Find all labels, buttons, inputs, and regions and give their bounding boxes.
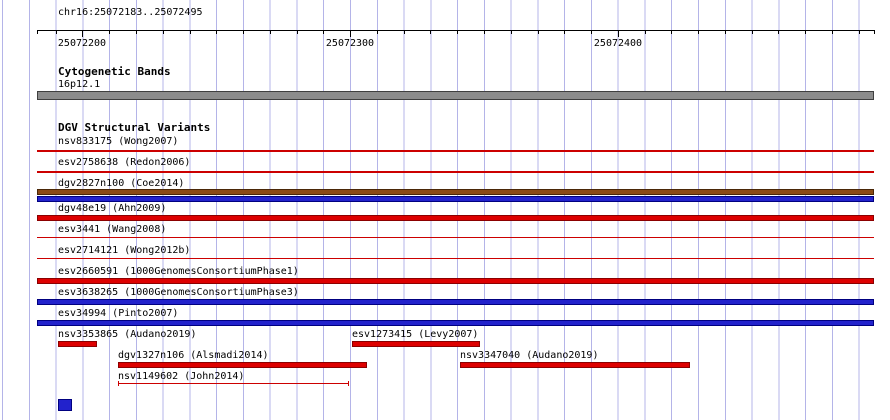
ruler-minor-tick xyxy=(645,30,646,34)
ruler-axis-line xyxy=(37,30,874,31)
ruler-minor-tick xyxy=(832,30,833,34)
variant-label[interactable]: esv3638265 (1000GenomesConsortiumPhase3) xyxy=(58,287,299,298)
variant-label[interactable]: dgv2827n100 (Coe2014) xyxy=(58,178,185,189)
variant-bar[interactable] xyxy=(37,150,874,152)
variant-bar[interactable] xyxy=(118,362,367,368)
ruler-minor-tick xyxy=(430,30,431,34)
ruler-minor-tick xyxy=(404,30,405,34)
ruler-tick-label: 25072200 xyxy=(57,38,107,49)
ruler-major-tick xyxy=(618,30,619,37)
ruler-tick-label: 25072400 xyxy=(593,38,643,49)
ruler-minor-tick xyxy=(56,30,57,34)
ruler-minor-tick xyxy=(377,30,378,34)
variant-bar[interactable] xyxy=(58,399,72,411)
variant-bar[interactable] xyxy=(352,341,480,347)
ruler-minor-tick xyxy=(538,30,539,34)
cytoband-bar xyxy=(37,91,874,100)
cytobands-heading: Cytogenetic Bands xyxy=(58,65,171,78)
variant-label[interactable]: nsv3347040 (Audano2019) xyxy=(460,350,599,361)
ruler-major-tick xyxy=(350,30,351,37)
variant-bar[interactable] xyxy=(37,299,874,305)
ruler-minor-tick xyxy=(671,30,672,34)
variant-bracket-end xyxy=(118,381,119,386)
variant-bar[interactable] xyxy=(37,278,874,284)
cytoband-name: 16p12.1 xyxy=(58,79,101,90)
ruler-minor-tick xyxy=(270,30,271,34)
variant-label[interactable]: nsv3353865 (Audano2019) xyxy=(58,329,197,340)
variant-label[interactable]: nsv833175 (Wong2007) xyxy=(58,136,179,147)
variant-bar[interactable] xyxy=(460,362,690,368)
variant-label[interactable]: esv34994 (Pinto2007) xyxy=(58,308,179,319)
variant-label[interactable]: esv2714121 (Wong2012b) xyxy=(58,245,191,256)
ruler-minor-tick xyxy=(591,30,592,34)
ruler-minor-tick xyxy=(136,30,137,34)
variant-bracket-line[interactable] xyxy=(118,383,349,384)
ruler-minor-tick xyxy=(564,30,565,34)
ruler-minor-tick xyxy=(323,30,324,34)
variant-bar[interactable] xyxy=(37,237,874,238)
variant-bar[interactable] xyxy=(37,196,874,202)
ruler-minor-tick xyxy=(297,30,298,34)
ruler-minor-tick xyxy=(698,30,699,34)
ruler-tick-label: 25072300 xyxy=(325,38,375,49)
variant-bar[interactable] xyxy=(37,320,874,326)
ruler-end-tick xyxy=(37,30,38,34)
ruler-minor-tick xyxy=(778,30,779,34)
variant-bar[interactable] xyxy=(37,258,874,259)
variant-bar[interactable] xyxy=(37,215,874,221)
variant-label[interactable]: nsv1149602 (John2014) xyxy=(118,371,245,382)
ruler-minor-tick xyxy=(457,30,458,34)
variant-label[interactable]: dgv1327n106 (Alsmadi2014) xyxy=(118,350,269,361)
variant-label[interactable]: esv3441 (Wang2008) xyxy=(58,224,167,235)
variant-bracket-end xyxy=(348,381,349,386)
ruler-major-tick xyxy=(82,30,83,37)
ruler-minor-tick xyxy=(163,30,164,34)
variant-bar[interactable] xyxy=(37,189,874,195)
variant-label[interactable]: esv1273415 (Levy2007) xyxy=(352,329,479,340)
ruler-minor-tick xyxy=(805,30,806,34)
ruler-minor-tick xyxy=(216,30,217,34)
ruler-minor-tick xyxy=(109,30,110,34)
ruler-minor-tick xyxy=(190,30,191,34)
ruler-minor-tick xyxy=(484,30,485,34)
variant-label[interactable]: dgv48e19 (Ahn2009) xyxy=(58,203,167,214)
ruler-minor-tick xyxy=(511,30,512,34)
ruler-minor-tick xyxy=(725,30,726,34)
ruler-minor-tick xyxy=(752,30,753,34)
region-title: chr16:25072183..25072495 xyxy=(58,7,203,18)
variant-label[interactable]: esv2758638 (Redon2006) xyxy=(58,157,191,168)
ruler-minor-tick xyxy=(859,30,860,34)
variant-bar[interactable] xyxy=(58,341,97,347)
dgv-heading: DGV Structural Variants xyxy=(58,121,211,134)
variant-bar[interactable] xyxy=(37,171,874,173)
ruler-minor-tick xyxy=(243,30,244,34)
ruler-end-tick xyxy=(874,30,875,34)
variant-label[interactable]: esv2660591 (1000GenomesConsortiumPhase1) xyxy=(58,266,299,277)
